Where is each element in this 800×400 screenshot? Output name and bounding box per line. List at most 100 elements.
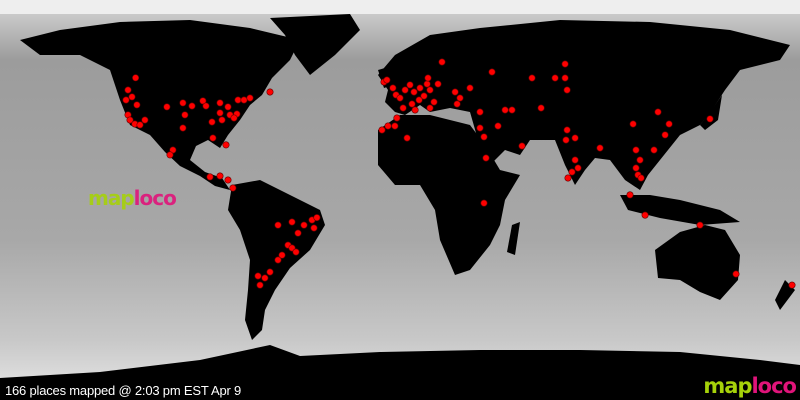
place-marker [636,156,644,164]
place-marker [126,116,134,124]
place-marker [384,122,392,130]
place-marker [476,108,484,116]
place-marker [393,114,401,122]
place-marker [411,106,419,114]
logo-text-map: map [88,186,135,210]
place-marker [266,88,274,96]
place-marker [294,229,302,237]
place-marker [288,218,296,226]
place-marker [568,168,576,176]
place-marker [632,146,640,154]
place-marker [451,88,459,96]
place-marker [528,74,536,82]
place-marker [133,101,141,109]
greenland [270,14,360,75]
place-marker [696,221,704,229]
logo-text-map: map [703,374,752,398]
places-mapped-caption: 166 places mapped @ 2:03 pm EST Apr 9 [5,383,242,398]
place-marker [222,141,230,149]
place-marker [229,184,237,192]
place-marker [224,176,232,184]
place-marker [482,154,490,162]
place-marker [571,134,579,142]
place-marker [423,80,431,88]
place-marker [438,58,446,66]
place-marker [208,118,216,126]
place-marker [310,224,318,232]
place-marker [420,92,428,100]
place-marker [128,93,136,101]
logo-text-loco: loco [751,374,797,398]
place-marker [132,74,140,82]
place-marker [401,86,409,94]
place-marker [551,74,559,82]
place-marker [480,199,488,207]
place-marker [410,88,418,96]
place-marker [626,191,634,199]
place-marker [706,115,714,123]
place-marker [274,256,282,264]
place-marker [430,98,438,106]
place-marker [378,126,386,134]
place-marker [406,81,414,89]
place-marker [632,164,640,172]
place-marker [732,270,740,278]
place-marker [424,74,432,82]
place-marker [261,274,269,282]
place-marker [179,99,187,107]
place-marker [224,103,232,111]
place-markers [122,58,796,289]
place-marker [216,172,224,180]
place-marker [453,100,461,108]
place-marker [216,99,224,107]
place-marker [202,102,210,110]
place-marker [637,174,645,182]
place-marker [124,86,132,94]
place-marker [389,84,397,92]
place-marker [415,96,423,104]
place-marker [399,104,407,112]
place-marker [654,108,662,116]
place-marker [181,111,189,119]
place-marker [488,68,496,76]
place-marker [562,136,570,144]
place-marker [571,156,579,164]
japan [700,95,722,130]
place-marker [254,272,262,280]
place-marker [218,116,226,124]
place-marker [246,94,254,102]
place-marker [537,104,545,112]
maploco-link-logo[interactable]: maploco [703,374,797,398]
place-marker [234,96,242,104]
place-marker [434,80,442,88]
place-marker [313,214,321,222]
southeast-asia-islands [620,195,740,225]
place-marker [266,268,274,276]
place-marker [494,122,502,130]
arctic-ice [0,0,800,14]
place-marker [466,84,474,92]
place-marker [122,96,130,104]
place-marker [788,281,796,289]
place-marker [641,211,649,219]
place-marker [141,116,149,124]
place-marker [508,106,516,114]
place-marker [188,102,196,110]
antarctica [0,345,800,400]
place-marker [563,86,571,94]
place-marker [199,97,207,105]
place-marker [209,134,217,142]
place-marker [278,251,286,259]
place-marker [136,121,144,129]
place-marker [403,134,411,142]
place-marker [166,151,174,159]
place-marker [629,120,637,128]
place-marker [518,142,526,150]
place-marker [240,96,248,104]
place-marker [426,104,434,112]
place-marker [563,126,571,134]
place-marker [179,124,187,132]
place-marker [564,174,572,182]
place-marker [501,106,509,114]
place-marker [391,122,399,130]
